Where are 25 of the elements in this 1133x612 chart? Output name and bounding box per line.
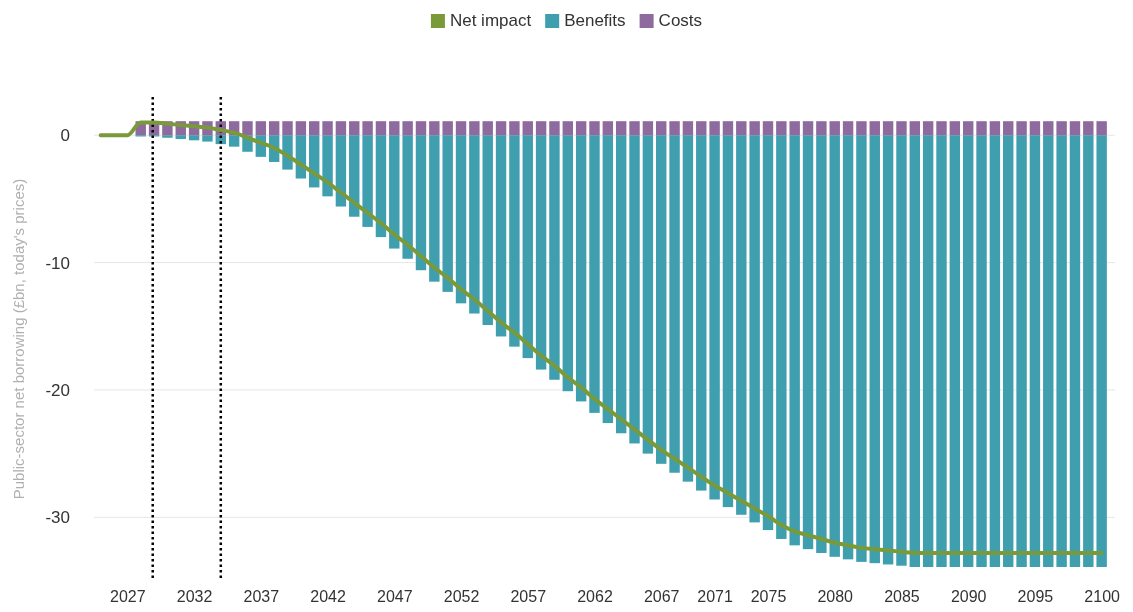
x-tick-label: 2080	[817, 588, 854, 606]
legend-label: Benefits	[564, 11, 626, 30]
x-tick-label: 2075	[750, 588, 787, 606]
x-tick-label: 2042	[310, 588, 346, 606]
y-tick-label: -30	[45, 508, 70, 528]
legend-label: Net impact	[449, 11, 532, 30]
x-tick-label: 2062	[577, 588, 613, 606]
line-series	[98, 120, 1104, 555]
x-tick-label: 2095	[1017, 588, 1054, 606]
x-tick-label: 2037	[243, 588, 280, 606]
y-tick-label: -10	[45, 253, 70, 273]
x-tick-label: 2052	[443, 588, 480, 606]
legend-label: Costs	[658, 11, 703, 30]
x-tick-label: 2032	[176, 588, 213, 606]
y-tick-label: 0	[60, 126, 70, 146]
x-tick-label: 2100	[1084, 588, 1121, 606]
x-tick-label: 2090	[950, 588, 987, 606]
x-tick-label: 2067	[643, 588, 680, 606]
x-tick-label: 2071	[697, 588, 734, 606]
y-axis-title: Public-sector net borrowing (£bn, today's prices)	[10, 178, 27, 500]
y-tick-label: -20	[45, 380, 70, 400]
x-tick-label: 2085	[884, 588, 920, 606]
x-tick-label: 2047	[377, 588, 413, 606]
x-tick-label: 2027	[110, 588, 146, 606]
x-tick-label: 2057	[510, 588, 547, 606]
